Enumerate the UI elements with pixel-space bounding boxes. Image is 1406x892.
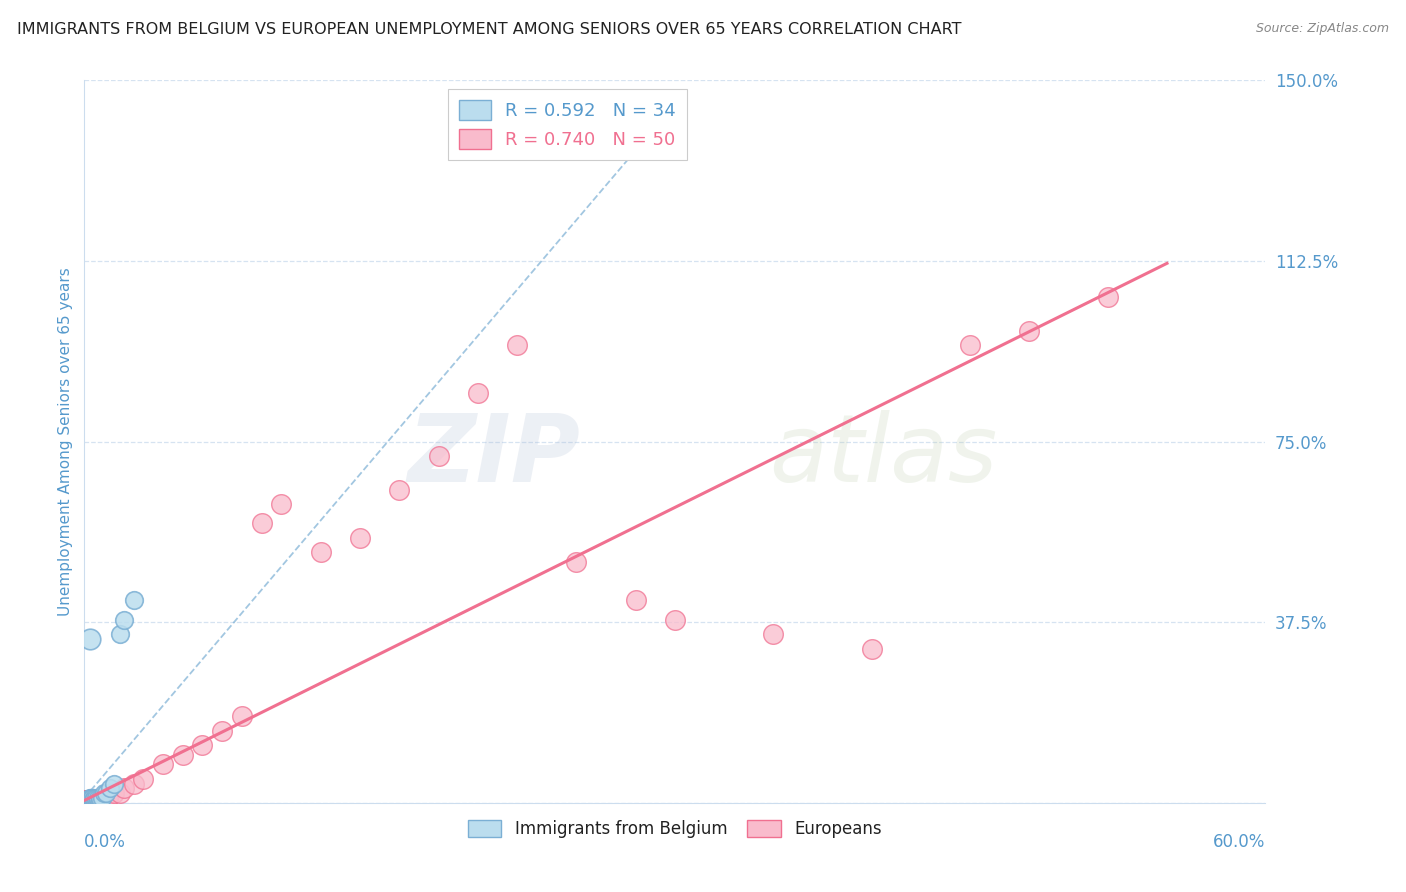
Point xyxy=(152,757,174,772)
Point xyxy=(83,793,105,807)
Point xyxy=(89,793,111,807)
Point xyxy=(860,641,883,656)
Legend: Immigrants from Belgium, Europeans: Immigrants from Belgium, Europeans xyxy=(461,814,889,845)
Point xyxy=(82,793,104,807)
Point xyxy=(82,793,104,807)
Text: Source: ZipAtlas.com: Source: ZipAtlas.com xyxy=(1256,22,1389,36)
Point xyxy=(94,786,117,800)
Point xyxy=(83,793,105,807)
Y-axis label: Unemployment Among Seniors over 65 years: Unemployment Among Seniors over 65 years xyxy=(58,268,73,615)
Point xyxy=(75,793,97,807)
Point xyxy=(75,793,97,807)
Point xyxy=(83,793,105,807)
Point xyxy=(83,793,105,807)
Point xyxy=(98,781,121,796)
Point xyxy=(87,793,110,807)
Point xyxy=(77,793,100,807)
Point xyxy=(79,793,101,807)
Point xyxy=(250,516,273,531)
Point xyxy=(93,786,115,800)
Point xyxy=(75,793,97,807)
Point xyxy=(79,793,101,807)
Point xyxy=(89,791,111,805)
Point xyxy=(103,776,125,790)
Point xyxy=(77,793,100,807)
Point xyxy=(762,627,785,641)
Point xyxy=(75,793,97,807)
Text: IMMIGRANTS FROM BELGIUM VS EUROPEAN UNEMPLOYMENT AMONG SENIORS OVER 65 YEARS COR: IMMIGRANTS FROM BELGIUM VS EUROPEAN UNEM… xyxy=(17,22,962,37)
Point xyxy=(82,793,104,807)
Point xyxy=(108,786,131,800)
Point xyxy=(75,793,97,807)
Point xyxy=(565,555,588,569)
Point xyxy=(191,738,214,752)
Point xyxy=(108,627,131,641)
Point xyxy=(1018,324,1040,338)
Point xyxy=(79,793,101,807)
Point xyxy=(1097,290,1119,304)
Point xyxy=(211,723,233,738)
Point xyxy=(82,791,104,805)
Point xyxy=(82,791,104,805)
Text: atlas: atlas xyxy=(769,410,998,501)
Point xyxy=(75,793,97,807)
Point xyxy=(77,793,100,807)
Point xyxy=(93,791,115,805)
Text: 0.0%: 0.0% xyxy=(84,833,127,851)
Point xyxy=(84,793,107,807)
Point xyxy=(77,793,100,807)
Point xyxy=(79,632,101,646)
Point xyxy=(83,791,105,805)
Point xyxy=(97,791,120,805)
Point xyxy=(624,593,647,607)
Point xyxy=(77,793,100,807)
Point xyxy=(122,776,145,790)
Point xyxy=(309,545,332,559)
Point xyxy=(112,781,135,796)
Point xyxy=(79,791,101,805)
Point xyxy=(84,791,107,805)
Point xyxy=(82,793,104,807)
Point xyxy=(83,793,105,807)
Point xyxy=(89,793,111,807)
Point xyxy=(270,497,292,511)
Point xyxy=(112,613,135,627)
Point xyxy=(664,613,686,627)
Point xyxy=(91,791,114,805)
Point xyxy=(87,793,110,807)
Point xyxy=(91,791,114,805)
Point xyxy=(75,793,97,807)
Point xyxy=(77,793,100,807)
Point xyxy=(231,709,253,723)
Point xyxy=(349,531,371,545)
Text: ZIP: ZIP xyxy=(408,410,581,502)
Point xyxy=(959,338,981,352)
Point xyxy=(84,793,107,807)
Point xyxy=(77,793,100,807)
Point xyxy=(79,793,101,807)
Point xyxy=(79,791,101,805)
Point xyxy=(77,793,100,807)
Point xyxy=(84,793,107,807)
Point xyxy=(132,772,155,786)
Point xyxy=(77,793,100,807)
Point xyxy=(506,338,529,352)
Point xyxy=(467,386,489,401)
Text: 60.0%: 60.0% xyxy=(1213,833,1265,851)
Point xyxy=(79,793,101,807)
Point xyxy=(87,791,110,805)
Point xyxy=(172,747,194,762)
Point xyxy=(79,793,101,807)
Point xyxy=(122,593,145,607)
Point xyxy=(103,786,125,800)
Point xyxy=(82,793,104,807)
Point xyxy=(427,449,450,463)
Point xyxy=(388,483,411,497)
